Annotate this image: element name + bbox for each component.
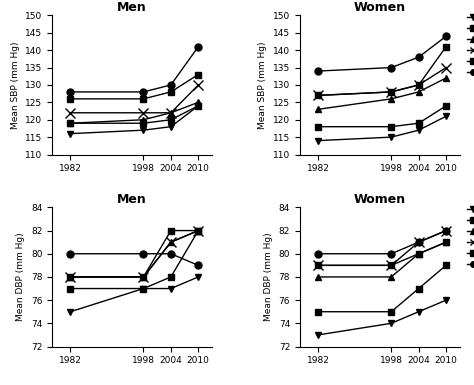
Legend: 35-39y, 40-44y, 45-49y, 50-54y, 55-59y, 60-64y: 35-39y, 40-44y, 45-49y, 50-54y, 55-59y, … <box>467 204 474 268</box>
Title: Women: Women <box>354 193 406 206</box>
Y-axis label: Mean SBP (mm Hg): Mean SBP (mm Hg) <box>258 41 267 129</box>
Title: Men: Men <box>117 1 147 14</box>
Y-axis label: Mean DBP (mm Hg): Mean DBP (mm Hg) <box>17 233 26 321</box>
Y-axis label: Mean DBP (mm Hg): Mean DBP (mm Hg) <box>264 233 273 321</box>
Y-axis label: Mean SBP (mm Hg): Mean SBP (mm Hg) <box>10 41 19 129</box>
Title: Men: Men <box>117 193 147 206</box>
Legend: 35-39y, 40-44y, 45-49y, 50-54y, 55-59y, 60-64y: 35-39y, 40-44y, 45-49y, 50-54y, 55-59y, … <box>467 12 474 77</box>
Title: Women: Women <box>354 1 406 14</box>
